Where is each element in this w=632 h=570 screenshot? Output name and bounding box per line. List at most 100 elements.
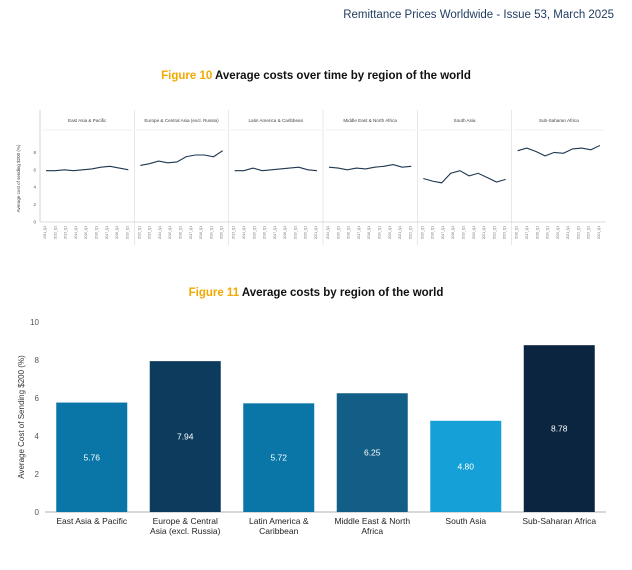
x-tick-label-1-5: 2017_Q1	[189, 226, 193, 239]
x-tick-label-0-7: 2018_Q1	[115, 226, 119, 239]
figure10-number: Figure 10	[161, 70, 213, 82]
x-tick-label-0-8: 2019_Q1	[125, 226, 129, 239]
panel-title-3: Middle East & North Africa	[343, 118, 397, 123]
x-tick-label-5-1: 2017_Q1	[525, 226, 529, 239]
bar-value-label-1: 7.94	[177, 432, 194, 442]
category-label-3-1: Africa	[361, 526, 383, 536]
x-tick-label-1-7: 2019_Q1	[209, 226, 213, 239]
bar-chart-y-tick-label-2: 4	[35, 432, 40, 441]
x-tick-label-5-3: 2019_Q1	[546, 226, 550, 239]
x-tick-label-4-5: 2020_Q1	[472, 226, 476, 239]
panel-title-4: South Asia	[454, 118, 476, 123]
x-tick-label-4-1: 2016_Q1	[431, 226, 435, 239]
x-tick-label-0-1: 2012_Q1	[53, 226, 57, 239]
x-tick-label-1-1: 2013_Q1	[148, 226, 152, 239]
x-tick-label-5-6: 2022_Q1	[576, 226, 580, 239]
series-line-4	[423, 170, 506, 184]
x-tick-label-3-8: 2022_Q1	[408, 226, 412, 239]
x-tick-label-0-6: 2017_Q1	[105, 226, 109, 239]
x-tick-label-2-0: 2013_Q1	[232, 226, 236, 239]
bar-chart-y-tick-label-0: 0	[35, 508, 40, 517]
report-header: Remittance Prices Worldwide - Issue 53, …	[343, 9, 614, 21]
figure11-number: Figure 11	[188, 287, 240, 299]
figure11-title: Figure 11 Average costs by region of the…	[0, 287, 632, 299]
x-tick-label-2-8: 2021_Q1	[314, 226, 318, 239]
bar-4	[430, 420, 502, 512]
x-tick-label-2-3: 2016_Q1	[263, 226, 267, 239]
x-tick-label-2-1: 2014_Q1	[242, 226, 246, 239]
x-tick-label-2-5: 2018_Q1	[283, 226, 287, 239]
line-chart-y-tick-label-1: 2	[33, 202, 36, 207]
x-tick-label-2-4: 2017_Q1	[273, 226, 277, 239]
category-label-1-0: Europe & Central	[153, 516, 218, 526]
x-tick-label-1-3: 2015_Q1	[168, 226, 172, 239]
x-tick-label-4-2: 2017_Q1	[441, 226, 445, 239]
x-tick-label-4-4: 2019_Q1	[462, 226, 466, 239]
bar-chart-y-axis-label: Average Cost of Sending $200 (%)	[17, 355, 26, 479]
bar-value-label-5: 8.78	[551, 424, 568, 434]
x-tick-label-5-4: 2020_Q1	[556, 226, 560, 239]
x-tick-label-1-6: 2018_Q1	[199, 226, 203, 239]
x-tick-label-1-2: 2014_Q1	[158, 226, 162, 239]
x-tick-label-0-5: 2016_Q1	[94, 226, 98, 239]
category-label-3-0: Middle East & North	[334, 516, 410, 526]
x-tick-label-3-7: 2021_Q1	[398, 226, 402, 239]
x-tick-label-0-0: 2011_Q1	[43, 226, 47, 239]
series-line-5	[517, 144, 601, 157]
series-line-1	[140, 150, 223, 166]
category-label-4-0: South Asia	[445, 516, 486, 526]
bar-value-label-4: 4.80	[457, 461, 474, 471]
figure10-title-text: Average costs over time by region of the…	[215, 70, 471, 82]
figure11-title-text: Average costs by region of the world	[241, 287, 444, 299]
panel-title-2: Latin America & Caribbean	[249, 118, 304, 123]
x-tick-label-2-6: 2019_Q1	[293, 226, 297, 239]
panel-title-5: Sub-Saharan Africa	[539, 118, 579, 123]
bar-value-label-2: 5.72	[270, 453, 287, 463]
x-tick-label-5-0: 2016_Q1	[515, 226, 519, 239]
bar-5	[523, 345, 595, 512]
line-chart-y-tick-label-0: 0	[33, 220, 36, 225]
x-tick-label-5-2: 2018_Q1	[535, 226, 539, 239]
category-label-0-0: East Asia & Pacific	[56, 516, 128, 526]
x-tick-label-3-3: 2017_Q1	[357, 226, 361, 239]
x-tick-label-5-8: 2024_Q1	[597, 226, 601, 239]
bar-chart-y-tick-label-4: 8	[35, 356, 40, 365]
x-tick-label-5-7: 2023_Q1	[587, 226, 591, 239]
bar-chart-y-tick-label-1: 2	[35, 470, 40, 479]
x-tick-label-3-5: 2019_Q1	[377, 226, 381, 239]
category-label-2-1: Caribbean	[259, 526, 298, 536]
x-tick-label-3-6: 2020_Q1	[388, 226, 392, 239]
category-label-5-0: Sub-Saharan Africa	[522, 516, 596, 526]
panel-title-1: Europe & Central Asia (excl. Russia)	[144, 118, 219, 123]
series-line-2	[234, 166, 318, 172]
x-tick-label-0-4: 2015_Q1	[84, 226, 88, 239]
series-line-0	[46, 165, 129, 172]
x-tick-label-2-7: 2020_Q1	[304, 226, 308, 239]
x-tick-label-0-3: 2014_Q1	[74, 226, 78, 239]
panel-title-0: East Asia & Pacific	[68, 118, 107, 123]
line-chart-y-tick-label-4: 8	[33, 150, 36, 155]
x-tick-label-1-0: 2012_Q1	[137, 226, 141, 239]
x-tick-label-3-1: 2015_Q1	[336, 226, 340, 239]
bar-chart-y-tick-label-5: 10	[30, 318, 39, 327]
line-chart-y-axis-label: Average cost of sending $200 (%)	[16, 144, 21, 212]
x-tick-label-2-2: 2015_Q1	[252, 226, 256, 239]
x-tick-label-3-0: 2014_Q1	[326, 226, 330, 239]
x-tick-label-3-2: 2016_Q1	[347, 226, 351, 239]
line-chart-y-tick-label-2: 4	[33, 185, 36, 190]
series-line-3	[328, 164, 412, 171]
x-tick-label-5-5: 2021_Q1	[566, 226, 570, 239]
figure10-title: Figure 10 Average costs over time by reg…	[0, 70, 632, 82]
category-label-1-1: Asia (excl. Russia)	[150, 526, 221, 536]
x-tick-label-4-7: 2022_Q1	[492, 226, 496, 239]
x-tick-label-4-3: 2018_Q1	[451, 226, 455, 239]
x-tick-label-0-2: 2013_Q1	[64, 226, 68, 239]
line-chart-y-tick-label-3: 6	[33, 167, 36, 172]
category-label-2-0: Latin America &	[249, 516, 309, 526]
x-tick-label-3-4: 2018_Q1	[367, 226, 371, 239]
bar-chart-y-tick-label-3: 6	[35, 394, 40, 403]
bar-2	[243, 403, 315, 512]
x-tick-label-1-4: 2016_Q1	[179, 226, 183, 239]
